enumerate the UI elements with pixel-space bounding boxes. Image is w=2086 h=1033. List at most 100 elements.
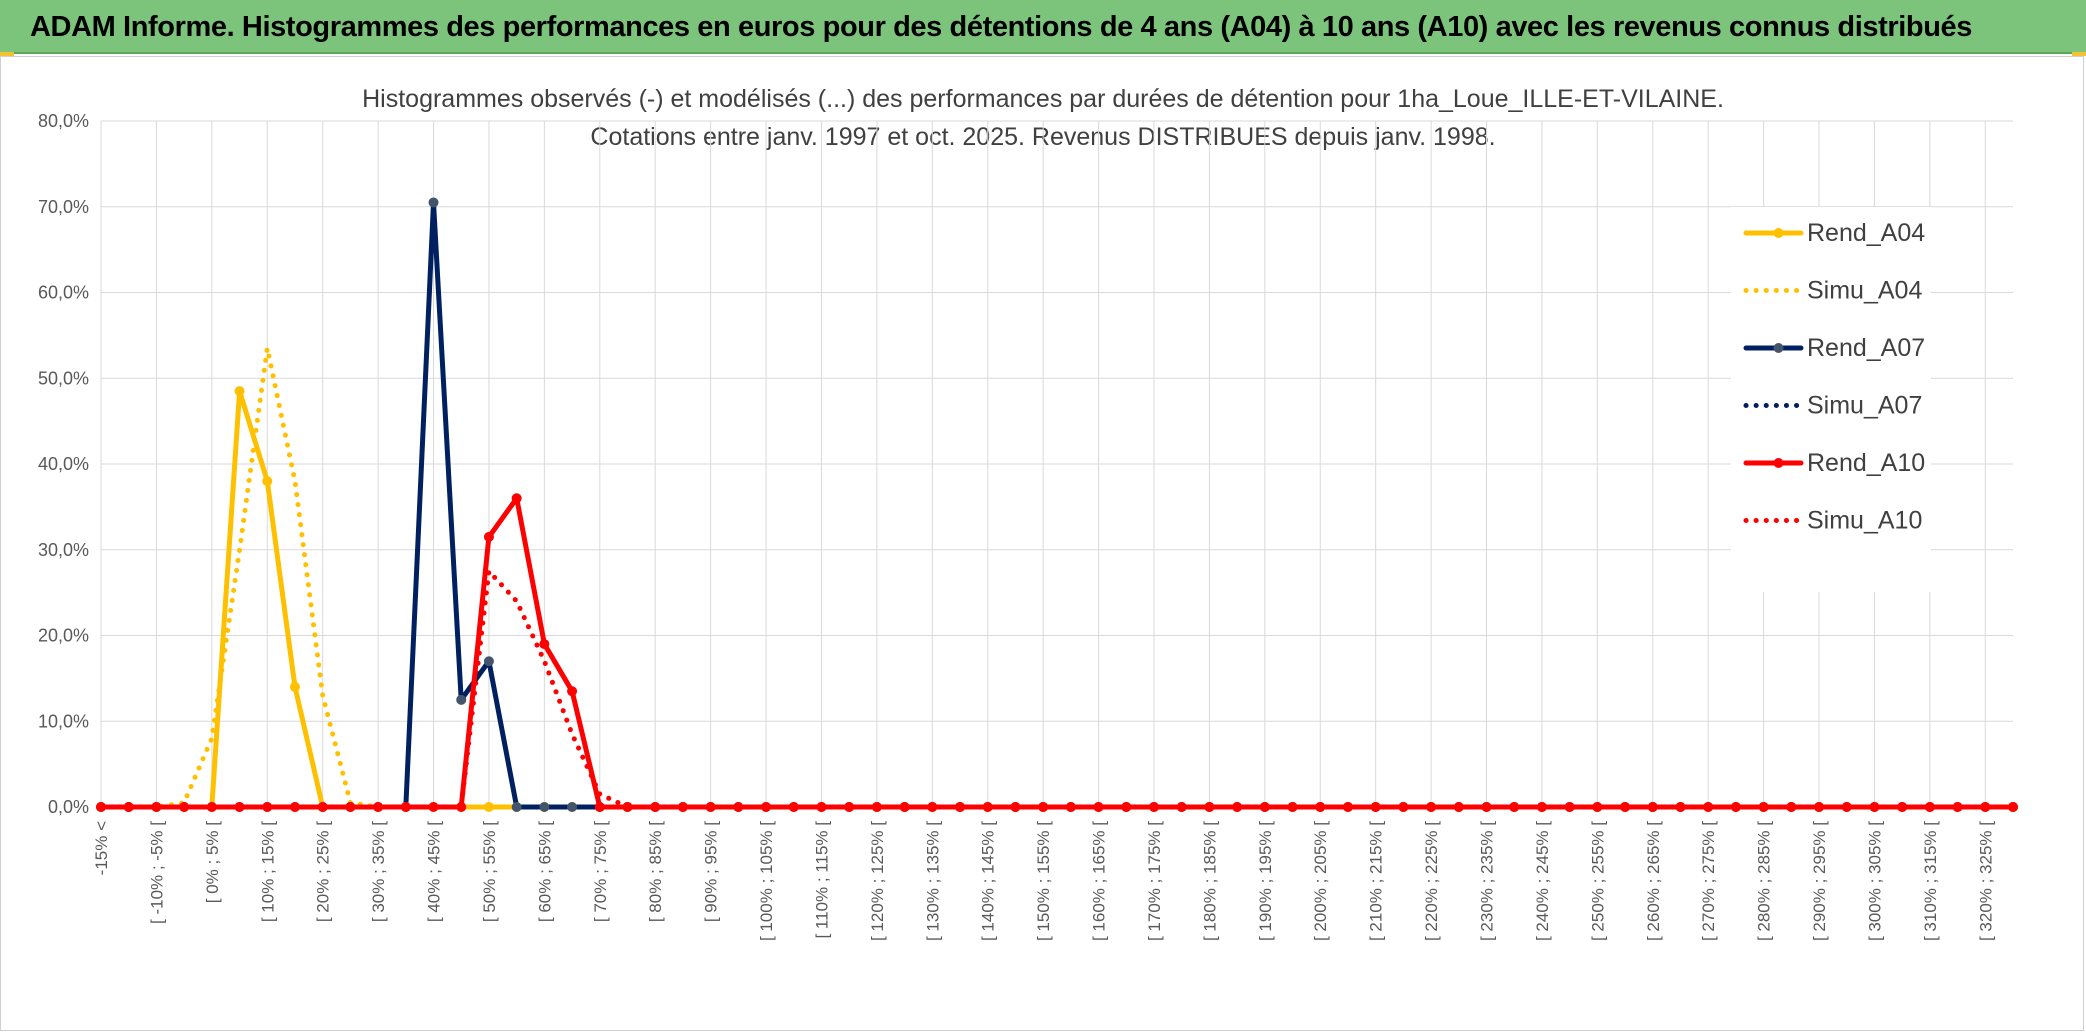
data-point-rend_a10 <box>1509 802 1520 812</box>
data-point-rend_a10 <box>151 802 162 812</box>
data-point-rend_a10 <box>1342 802 1353 812</box>
x-tick-label: [ 130% ; 135% [ <box>923 821 942 941</box>
data-point-rend_a04 <box>289 681 300 692</box>
x-tick-label: [ 300% ; 305% [ <box>1865 821 1884 941</box>
data-point-rend_a10 <box>1315 802 1326 812</box>
corner-marker-right <box>2072 52 2086 56</box>
data-point-rend_a10 <box>1758 802 1769 812</box>
x-tick-label: [ 100% ; 105% [ <box>757 821 776 941</box>
y-tick-label: 70,0% <box>38 197 89 217</box>
data-point-rend_a10 <box>456 802 467 812</box>
data-point-rend_a10 <box>1647 802 1658 812</box>
data-point-rend_a10 <box>982 802 993 812</box>
data-point-rend_a10 <box>2008 802 2018 812</box>
data-point-rend_a10 <box>761 802 772 812</box>
data-point-rend_a10 <box>899 802 910 812</box>
y-tick-label: 40,0% <box>38 454 89 474</box>
data-point-rend_a10 <box>1426 802 1437 812</box>
data-point-rend_a10 <box>1897 802 1908 812</box>
x-tick-label: [ 120% ; 125% [ <box>868 821 887 941</box>
legend-marker-rend_a04 <box>1773 228 1784 238</box>
data-point-rend_a10 <box>206 802 217 812</box>
data-point-rend_a10 <box>1453 802 1464 812</box>
x-tick-label: [ 240% ; 245% [ <box>1533 821 1552 941</box>
legend-box <box>1731 207 1931 592</box>
legend-label-simu_a07: Simu_A07 <box>1807 392 1922 420</box>
series-line-simu_a04 <box>98 345 2016 810</box>
x-tick-label: [ 40% ; 45% [ <box>425 821 444 922</box>
data-point-rend_a10 <box>1952 802 1963 812</box>
data-point-rend_a10 <box>1148 802 1159 812</box>
data-point-rend_a10 <box>96 802 106 812</box>
data-point-rend_a07 <box>456 694 467 705</box>
x-tick-label: [ 60% ; 65% [ <box>535 821 554 922</box>
data-point-rend_a10 <box>373 802 384 812</box>
x-tick-label: [ 30% ; 35% [ <box>369 821 388 922</box>
x-tick-label: [ 20% ; 25% [ <box>314 821 333 922</box>
data-point-rend_a10 <box>1786 802 1797 812</box>
x-tick-label: [ 290% ; 295% [ <box>1810 821 1829 941</box>
y-tick-label: 20,0% <box>38 626 89 646</box>
data-point-rend_a07 <box>483 656 494 667</box>
x-tick-label: [ 170% ; 175% [ <box>1145 821 1164 941</box>
data-point-rend_a10 <box>539 639 550 650</box>
data-point-rend_a10 <box>1204 802 1215 812</box>
data-point-rend_a04 <box>483 802 494 812</box>
data-point-rend_a10 <box>289 802 300 812</box>
chart-area: Histogrammes observés (-) et modélisés (… <box>0 56 2084 1031</box>
x-tick-label: [ 210% ; 215% [ <box>1367 821 1386 941</box>
x-tick-label: [ 260% ; 265% [ <box>1644 821 1663 941</box>
data-point-rend_a10 <box>677 802 688 812</box>
data-point-rend_a10 <box>1259 802 1270 812</box>
data-point-rend_a10 <box>567 686 578 697</box>
data-point-rend_a10 <box>1869 802 1880 812</box>
data-point-rend_a10 <box>955 802 966 812</box>
x-tick-label: -15% < <box>92 821 111 875</box>
x-tick-label: [ 220% ; 225% [ <box>1422 821 1441 941</box>
legend-marker-rend_a07 <box>1773 343 1784 353</box>
data-point-rend_a10 <box>1675 802 1686 812</box>
data-point-rend_a10 <box>927 802 938 812</box>
x-tick-label: [ 200% ; 205% [ <box>1311 821 1330 941</box>
x-tick-label: [ 70% ; 75% [ <box>591 821 610 922</box>
data-point-rend_a10 <box>1093 802 1104 812</box>
x-tick-label: [ -10% ; -5% [ <box>147 821 166 924</box>
data-point-rend_a10 <box>1232 802 1243 812</box>
series-line-rend_a10 <box>98 495 2016 810</box>
data-point-rend_a10 <box>1703 802 1714 812</box>
series-line-rend_a07 <box>98 200 2016 810</box>
x-tick-label: [ 280% ; 285% [ <box>1755 821 1774 941</box>
data-point-rend_a10 <box>1176 802 1187 812</box>
data-point-rend_a10 <box>1065 802 1076 812</box>
x-tick-label: [ 310% ; 315% [ <box>1921 821 1940 941</box>
report-title: ADAM Informe. Histogrammes des performan… <box>30 11 1972 43</box>
data-point-rend_a10 <box>511 493 522 504</box>
x-tick-label: [ 180% ; 185% [ <box>1200 821 1219 941</box>
data-point-rend_a10 <box>1841 802 1852 812</box>
data-point-rend_a10 <box>1121 802 1132 812</box>
data-point-rend_a10 <box>1038 802 1049 812</box>
series-line-simu_a10 <box>98 568 2016 810</box>
data-point-rend_a10 <box>1924 802 1935 812</box>
data-point-rend_a04 <box>262 476 273 487</box>
data-point-rend_a07 <box>539 802 550 812</box>
x-tick-label: [ 90% ; 95% [ <box>702 821 721 922</box>
x-tick-label: [ 110% ; 115% [ <box>812 821 831 939</box>
y-tick-label: 50,0% <box>38 368 89 388</box>
x-tick-label: [ 150% ; 155% [ <box>1034 821 1053 941</box>
data-point-rend_a10 <box>428 802 439 812</box>
data-point-rend_a10 <box>1592 802 1603 812</box>
legend-label-rend_a07: Rend_A07 <box>1807 334 1925 362</box>
data-point-rend_a10 <box>622 802 633 812</box>
chart-title-line-1: Histogrammes observés (-) et modélisés (… <box>362 85 1724 113</box>
data-point-rend_a04 <box>234 386 245 397</box>
data-point-rend_a10 <box>1398 802 1409 812</box>
y-tick-label: 10,0% <box>38 711 89 731</box>
data-point-rend_a10 <box>1010 802 1021 812</box>
data-point-rend_a10 <box>1814 802 1825 812</box>
x-tick-label: [ 50% ; 55% [ <box>480 821 499 922</box>
y-tick-label: 30,0% <box>38 540 89 560</box>
x-tick-label: [ 250% ; 255% [ <box>1588 821 1607 941</box>
legend-label-rend_a10: Rend_A10 <box>1807 449 1925 477</box>
data-point-rend_a10 <box>262 802 273 812</box>
